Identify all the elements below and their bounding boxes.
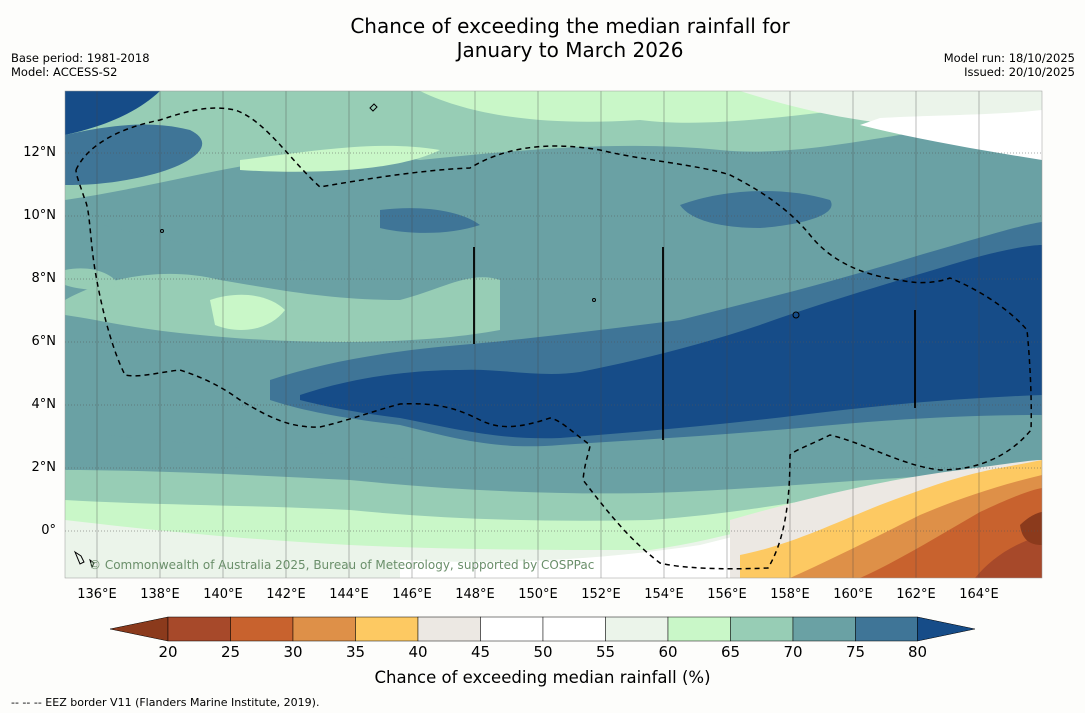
colorbar-tick: 75 xyxy=(845,643,866,661)
lon-label: 164°E xyxy=(959,587,999,602)
lon-label: 154°E xyxy=(644,587,684,602)
lat-label: 10°N xyxy=(23,208,56,223)
lon-label: 152°E xyxy=(581,587,621,602)
lon-label: 150°E xyxy=(518,587,558,602)
colorbar-tick: 40 xyxy=(408,643,428,661)
model-run: Model run: 18/10/2025 xyxy=(943,51,1075,65)
colorbar-tick: 30 xyxy=(283,643,303,661)
map-frame xyxy=(64,90,1043,579)
issued-date: Issued: 20/10/2025 xyxy=(964,65,1075,79)
eez-segments xyxy=(473,247,916,440)
title-line-2: January to March 2026 xyxy=(456,38,684,62)
lon-label: 156°E xyxy=(707,587,747,602)
lon-label: 140°E xyxy=(203,587,243,602)
model-name: Model: ACCESS-S2 xyxy=(11,65,118,79)
eez-footnote: -- -- -- EEZ border V11 (Flanders Marine… xyxy=(11,696,320,709)
meta-right: Model run: 18/10/2025 Issued: 20/10/2025 xyxy=(944,51,1075,79)
lat-label: 6°N xyxy=(31,334,57,349)
lon-label: 162°E xyxy=(896,587,936,602)
lat-label: 4°N xyxy=(31,397,57,412)
graticule xyxy=(65,152,1042,532)
colorbar xyxy=(109,616,976,642)
lon-label: 142°E xyxy=(266,587,306,602)
meta-left: Base period: 1981-2018 Model: ACCESS-S2 xyxy=(11,51,150,79)
lon-label: 144°E xyxy=(329,587,369,602)
colorbar-tick: 45 xyxy=(470,643,491,661)
lon-label: 158°E xyxy=(770,587,810,602)
colorbar-tick: 20 xyxy=(158,643,178,661)
colorbar-tick: 60 xyxy=(658,643,678,661)
probability-shading xyxy=(65,91,1042,578)
colorbar-tick: 35 xyxy=(345,643,366,661)
base-period: Base period: 1981-2018 xyxy=(11,51,150,65)
colorbar-tick: 50 xyxy=(533,643,553,661)
colorbar-tick: 80 xyxy=(907,643,928,661)
lat-label: 0° xyxy=(41,523,56,538)
colorbar-tick: 70 xyxy=(783,643,803,661)
lat-label: 12°N xyxy=(23,145,56,160)
islands xyxy=(73,103,800,569)
lon-label: 160°E xyxy=(833,587,873,602)
lon-label: 138°E xyxy=(140,587,180,602)
lon-label: 146°E xyxy=(392,587,432,602)
lat-label: 8°N xyxy=(31,271,57,286)
colorbar-tick: 65 xyxy=(720,643,741,661)
lon-label: 148°E xyxy=(455,587,495,602)
lat-label: 2°N xyxy=(31,460,57,475)
colorbar-title: Chance of exceeding median rainfall (%) xyxy=(374,668,711,687)
copyright-notice: © Commonwealth of Australia 2025, Bureau… xyxy=(89,558,595,572)
colorbar-tick: 55 xyxy=(595,643,616,661)
title-line-1: Chance of exceeding the median rainfall … xyxy=(350,14,790,38)
page-title: Chance of exceeding the median rainfall … xyxy=(0,14,1085,62)
colorbar-tick: 25 xyxy=(220,643,241,661)
lon-label: 136°E xyxy=(77,587,117,602)
